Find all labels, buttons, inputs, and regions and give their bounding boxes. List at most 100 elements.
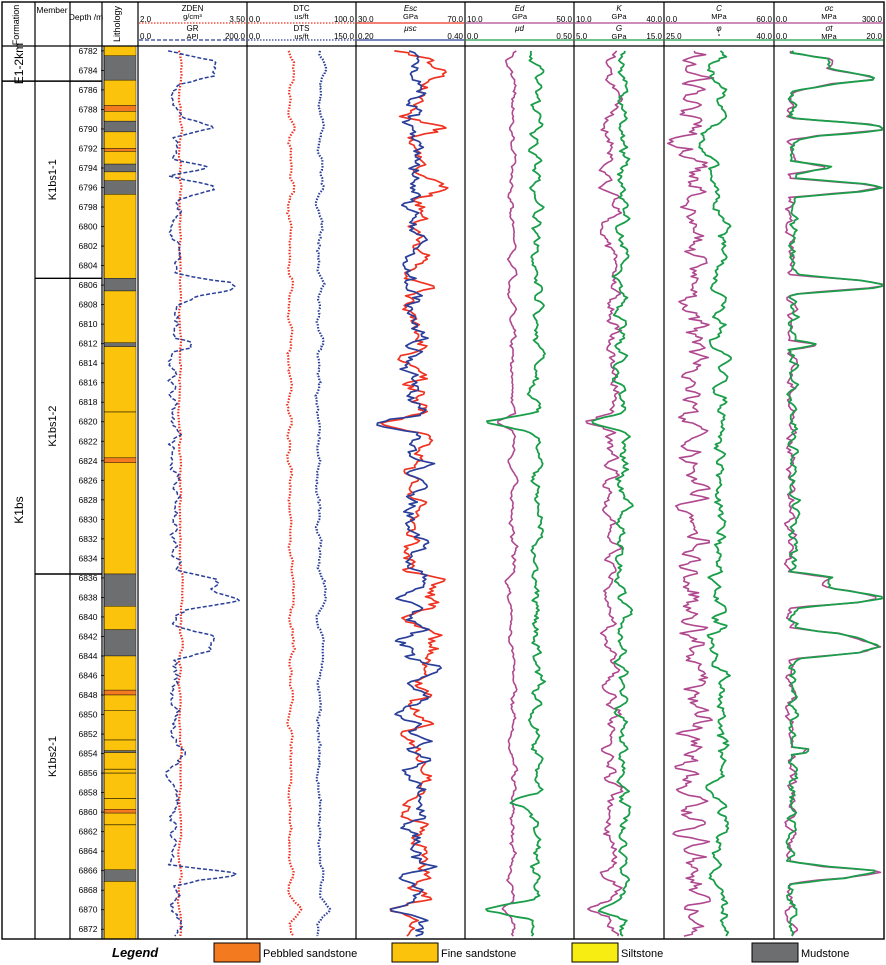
curve-max-1-1: 150.0 <box>334 32 355 41</box>
lithology-band-fine <box>103 79 137 106</box>
depth-label: 6806 <box>79 280 98 290</box>
curve-name-1-0: DTC <box>293 4 310 13</box>
lithology-bands <box>103 45 137 940</box>
header-lithology: Lithology <box>112 5 122 42</box>
depth-label: 6828 <box>79 495 98 505</box>
depth-label: 6824 <box>79 456 98 466</box>
lithology-band-fine <box>103 462 137 575</box>
formation-label: E1-2km <box>12 43 26 84</box>
curve-max-5-0: 60.0 <box>756 15 772 24</box>
lithology-band-mud <box>103 180 137 195</box>
lithology-band-fine <box>103 694 137 751</box>
curve-max-4-1: 15.0 <box>646 32 662 41</box>
curve-unit-6-1: MPa <box>821 32 837 41</box>
curve-min-1-1: 0.0 <box>249 32 261 41</box>
lithology-band-fine <box>103 131 137 149</box>
chart-frame <box>1 1 885 940</box>
curve-name-6-0: σc <box>825 4 834 13</box>
curve-unit-0-0: g/cm³ <box>183 12 202 21</box>
curve-min-4-1: 5.0 <box>576 32 588 41</box>
lithology-band-pebbled <box>103 457 137 463</box>
depth-label: 6816 <box>79 378 98 388</box>
depth-label: 6826 <box>79 475 98 485</box>
depth-label: 6784 <box>79 65 98 75</box>
log-curves <box>165 50 883 937</box>
depth-label: 6802 <box>79 241 98 251</box>
lithology-band-mud <box>103 163 137 173</box>
curve-unit-3-0: GPa <box>512 12 528 21</box>
depth-label: 6856 <box>79 768 98 778</box>
depth-label: 6854 <box>79 749 98 759</box>
lithology-band-pebbled <box>103 689 137 696</box>
curve-sigma-t <box>785 50 883 937</box>
depth-label: 6814 <box>79 358 98 368</box>
depth-label: 6838 <box>79 592 98 602</box>
legend-label: Fine sandstone <box>441 948 516 960</box>
curve-unit-5-1: ° <box>718 32 721 41</box>
depth-label: 6852 <box>79 729 98 739</box>
legend-swatch <box>213 942 261 963</box>
depth-label: 6842 <box>79 631 98 641</box>
header-depth: Depth /m <box>69 12 104 22</box>
depth-label: 6822 <box>79 436 98 446</box>
depth-label: 6818 <box>79 397 98 407</box>
header-member: Member <box>36 5 67 15</box>
curve-min-0-0: 2.0 <box>140 15 152 24</box>
legend-swatch <box>391 942 439 963</box>
depth-axis: 6782 6784 6786 6788 6790 6792 6794 6796 6798 6800… <box>79 46 104 934</box>
curve-min-6-0: 0.0 <box>776 15 788 24</box>
depth-label: 6790 <box>79 124 98 134</box>
curve-unit-4-1: GPa <box>611 32 627 41</box>
curve-unit-2-0: GPa <box>403 12 419 21</box>
depth-label: 6868 <box>79 885 98 895</box>
member-label: K1bs1-1 <box>47 159 59 200</box>
legend-label: Pebbled sandstone <box>263 948 357 960</box>
depth-label: 6786 <box>79 85 98 95</box>
curve-unit-5-0: MPa <box>711 12 727 21</box>
curve-name-4-1: G <box>616 24 622 33</box>
curve-name-0-0: ZDEN <box>182 4 204 13</box>
curve-name-6-1: σt <box>825 24 833 33</box>
curve-name-5-1: φ <box>716 24 721 33</box>
depth-label: 6864 <box>79 846 98 856</box>
curve-gr <box>165 50 240 937</box>
depth-label: 6866 <box>79 866 98 876</box>
curve-min-5-1: 25.0 <box>666 32 682 41</box>
curve-min-2-1: 0.20 <box>358 32 374 41</box>
lithology-band-fine <box>103 655 137 691</box>
depth-label: 6832 <box>79 534 98 544</box>
zonation-labels: E1-2km K1bs K1bs1-1 K1bs1-2 K1bs2-1 <box>12 43 59 777</box>
depth-label: 6834 <box>79 553 98 563</box>
curve-max-3-0: 50.0 <box>556 15 572 24</box>
curve-max-2-0: 70.0 <box>447 15 463 24</box>
lithology-band-mud <box>103 573 137 607</box>
lithology-band-pebbled <box>103 105 137 112</box>
curve-name-0-1: GR <box>187 24 199 33</box>
curve-phi <box>698 50 732 937</box>
legend-swatch <box>571 942 619 963</box>
depth-label: 6850 <box>79 710 98 720</box>
lithology-band-pebbled <box>103 808 137 814</box>
curve-name-3-1: μd <box>514 24 524 33</box>
depth-label: 6836 <box>79 573 98 583</box>
curve-min-3-0: 10.0 <box>467 15 483 24</box>
depth-label: 6844 <box>79 651 98 661</box>
curve-unit-1-0: us/ft <box>294 12 309 21</box>
lithology-band-mud <box>103 342 137 347</box>
lithology-band-fine <box>103 290 137 343</box>
lithology-band-mud <box>103 629 137 657</box>
legend-label: Mudstone <box>801 948 849 960</box>
lithology-band-fine <box>103 194 137 279</box>
curve-name-5-0: C <box>716 4 722 13</box>
curve-min-2-0: 30.0 <box>358 15 374 24</box>
curve-min-6-1: 0.0 <box>776 32 788 41</box>
curve-max-6-1: 20.0 <box>866 32 882 41</box>
lithology-band-mud <box>103 869 137 882</box>
depth-label: 6796 <box>79 183 98 193</box>
curve-name-2-0: Esc <box>404 4 417 13</box>
formation-label: K1bs <box>12 496 26 523</box>
curve-unit-0-1: API <box>186 32 198 41</box>
curve-zden <box>176 50 185 937</box>
